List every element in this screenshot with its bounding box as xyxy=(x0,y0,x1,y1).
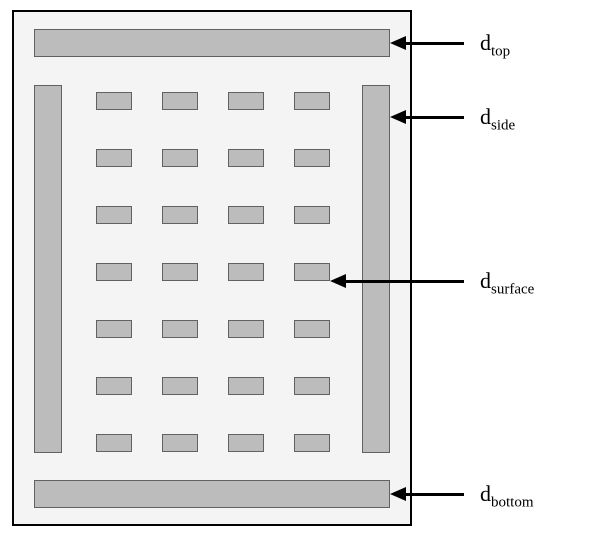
arrow-head-top xyxy=(390,36,406,50)
grid-cell xyxy=(294,320,330,338)
label-side: dside xyxy=(480,104,515,134)
grid-cell xyxy=(228,206,264,224)
label-bottom: dbottom xyxy=(480,481,534,511)
bar-top xyxy=(34,29,390,57)
grid-cell xyxy=(228,149,264,167)
grid-cell xyxy=(228,320,264,338)
grid-cell xyxy=(228,377,264,395)
grid-cell xyxy=(162,206,198,224)
label-surface: dsurface xyxy=(480,268,534,298)
grid-cell xyxy=(96,377,132,395)
arrow-line-side xyxy=(405,116,464,119)
grid-cell xyxy=(162,434,198,452)
bar-right xyxy=(362,85,390,453)
grid-cell xyxy=(96,434,132,452)
label-sub: top xyxy=(491,43,510,59)
grid-cell xyxy=(294,149,330,167)
label-sub: side xyxy=(491,117,515,133)
label-text: d xyxy=(480,268,491,293)
arrow-line-bottom xyxy=(405,493,464,496)
grid-cell xyxy=(228,92,264,110)
grid-cell xyxy=(294,434,330,452)
grid-cell xyxy=(162,92,198,110)
label-text: d xyxy=(480,30,491,55)
label-sub: bottom xyxy=(491,494,534,510)
label-sub: surface xyxy=(491,281,534,297)
arrow-head-bottom xyxy=(390,487,406,501)
grid-cell xyxy=(162,320,198,338)
arrow-head-side xyxy=(390,110,406,124)
grid-cell xyxy=(96,206,132,224)
grid-cell xyxy=(162,149,198,167)
grid-cell xyxy=(162,377,198,395)
grid-cell xyxy=(228,434,264,452)
label-text: d xyxy=(480,104,491,129)
bar-left xyxy=(34,85,62,453)
grid-cell xyxy=(294,206,330,224)
arrow-head-surface xyxy=(330,274,346,288)
grid-cell xyxy=(162,263,198,281)
bar-bottom xyxy=(34,480,390,508)
grid-cell xyxy=(294,263,330,281)
grid-cell xyxy=(96,92,132,110)
grid-cell xyxy=(294,92,330,110)
label-top: dtop xyxy=(480,30,510,60)
grid-cell xyxy=(228,263,264,281)
arrow-line-top xyxy=(405,42,464,45)
arrow-line-surface xyxy=(345,280,464,283)
grid-cell xyxy=(96,320,132,338)
grid-cell xyxy=(96,149,132,167)
outer-box xyxy=(12,10,412,526)
label-text: d xyxy=(480,481,491,506)
grid-cell xyxy=(294,377,330,395)
grid-cell xyxy=(96,263,132,281)
